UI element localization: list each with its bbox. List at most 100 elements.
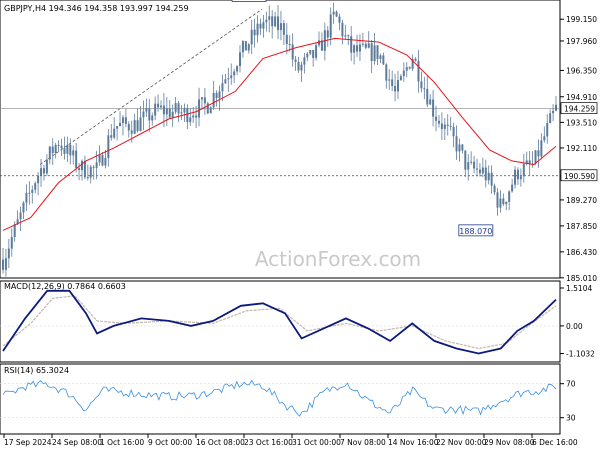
x-axis-tick-label: 22 Nov 00:00	[436, 438, 487, 447]
candle-body	[210, 107, 212, 113]
candle-body	[333, 12, 335, 15]
candle-body	[464, 151, 466, 170]
candle-body	[499, 199, 501, 208]
candle-body	[107, 135, 109, 158]
candle-body	[365, 44, 367, 48]
price-y-tick-label: 192.110	[566, 144, 597, 153]
candle-body	[488, 173, 490, 181]
price-y-tick-label: 185.010	[566, 274, 597, 283]
candle-body	[148, 108, 150, 120]
macd-panel-frame	[0, 281, 560, 362]
price-y-tick-label: 194.910	[566, 93, 597, 102]
candle-body	[172, 112, 174, 118]
candle-body	[283, 23, 285, 35]
candle-body	[312, 50, 314, 58]
candle-body	[280, 23, 282, 30]
candle-body	[338, 17, 340, 23]
candle-body	[494, 186, 496, 193]
candle-body	[122, 117, 124, 123]
candle-body	[377, 45, 379, 59]
candle-body	[496, 192, 498, 207]
candle-body	[514, 170, 516, 185]
candle-body	[233, 71, 235, 75]
candle-body	[400, 76, 402, 80]
candle-body	[441, 124, 443, 129]
candle-body	[201, 97, 203, 99]
x-axis-tick-label: 6 Dec 16:00	[532, 438, 578, 447]
candle-body	[309, 50, 311, 54]
candle-body	[374, 45, 376, 61]
candle-body	[163, 106, 165, 115]
candle-body	[61, 146, 63, 149]
x-axis-tick-label: 16 Oct 08:00	[196, 438, 245, 447]
candle-body	[262, 22, 264, 28]
price-y-tick-label: 186.430	[566, 248, 597, 257]
candle-body	[90, 167, 92, 178]
candle-body	[195, 116, 197, 118]
candle-body	[426, 89, 428, 105]
candle-body	[257, 24, 259, 36]
candle-body	[2, 260, 4, 270]
candle-body	[221, 83, 223, 91]
candle-body	[540, 140, 542, 156]
candle-body	[456, 136, 458, 151]
candle-body	[467, 162, 469, 169]
rsi-label: RSI(14) 65.3024	[4, 366, 69, 375]
candle-body	[75, 150, 77, 167]
candle-body	[22, 203, 24, 213]
candle-body	[438, 121, 440, 124]
candle-body	[417, 61, 419, 82]
candle-body	[505, 202, 507, 204]
candle-body	[508, 191, 510, 202]
candle-body	[20, 212, 22, 219]
candle-body	[28, 193, 30, 194]
candle-body	[248, 44, 250, 50]
candle-body	[128, 124, 130, 131]
candle-body	[300, 65, 302, 71]
candle-body	[151, 115, 153, 120]
candle-body	[537, 150, 539, 156]
candle-body	[362, 44, 364, 45]
candle-body	[403, 71, 405, 77]
price-level-label: 190.590	[564, 172, 595, 181]
candle-body	[336, 12, 338, 17]
candle-body	[84, 161, 86, 177]
candle-body	[268, 16, 270, 19]
candle-body	[453, 127, 455, 136]
candle-body	[292, 44, 294, 59]
x-axis-tick-label: 23 Oct 16:00	[244, 438, 293, 447]
candle-body	[406, 67, 408, 70]
candle-body	[409, 67, 411, 68]
candle-body	[435, 117, 437, 121]
candle-body	[391, 80, 393, 87]
candle-body	[491, 173, 493, 186]
candle-body	[192, 116, 194, 118]
candle-body	[55, 145, 57, 153]
candle-body	[543, 136, 545, 140]
candle-body	[482, 168, 484, 174]
candle-body	[423, 88, 425, 89]
candle-body	[265, 20, 267, 22]
candle-body	[137, 120, 139, 131]
candle-body	[277, 16, 279, 30]
candle-body	[447, 125, 449, 126]
candle-body	[227, 78, 229, 79]
price-annotation-label: 188.070	[459, 227, 492, 236]
candle-body	[555, 105, 557, 111]
candle-body	[485, 168, 487, 181]
candle-body	[368, 43, 370, 47]
candle-body	[145, 108, 147, 111]
price-annotation-label: 199.790	[233, 0, 266, 1]
candle-body	[535, 150, 537, 163]
candle-body	[382, 55, 384, 64]
candle-body	[552, 111, 554, 113]
price-panel-frame	[0, 0, 560, 278]
candle-body	[511, 185, 513, 192]
price-y-tick-label: 193.510	[566, 118, 597, 127]
symbol-header: GBPJPY,H4 194.346 194.358 193.997 194.25…	[4, 4, 189, 13]
x-axis: 17 Sep 2024 24 Sep 08:001 Oct 16:00 9 Oct …	[4, 434, 578, 447]
candle-body	[242, 41, 244, 52]
candle-body	[180, 112, 182, 113]
candle-body	[169, 108, 171, 117]
candle-body	[298, 62, 300, 71]
